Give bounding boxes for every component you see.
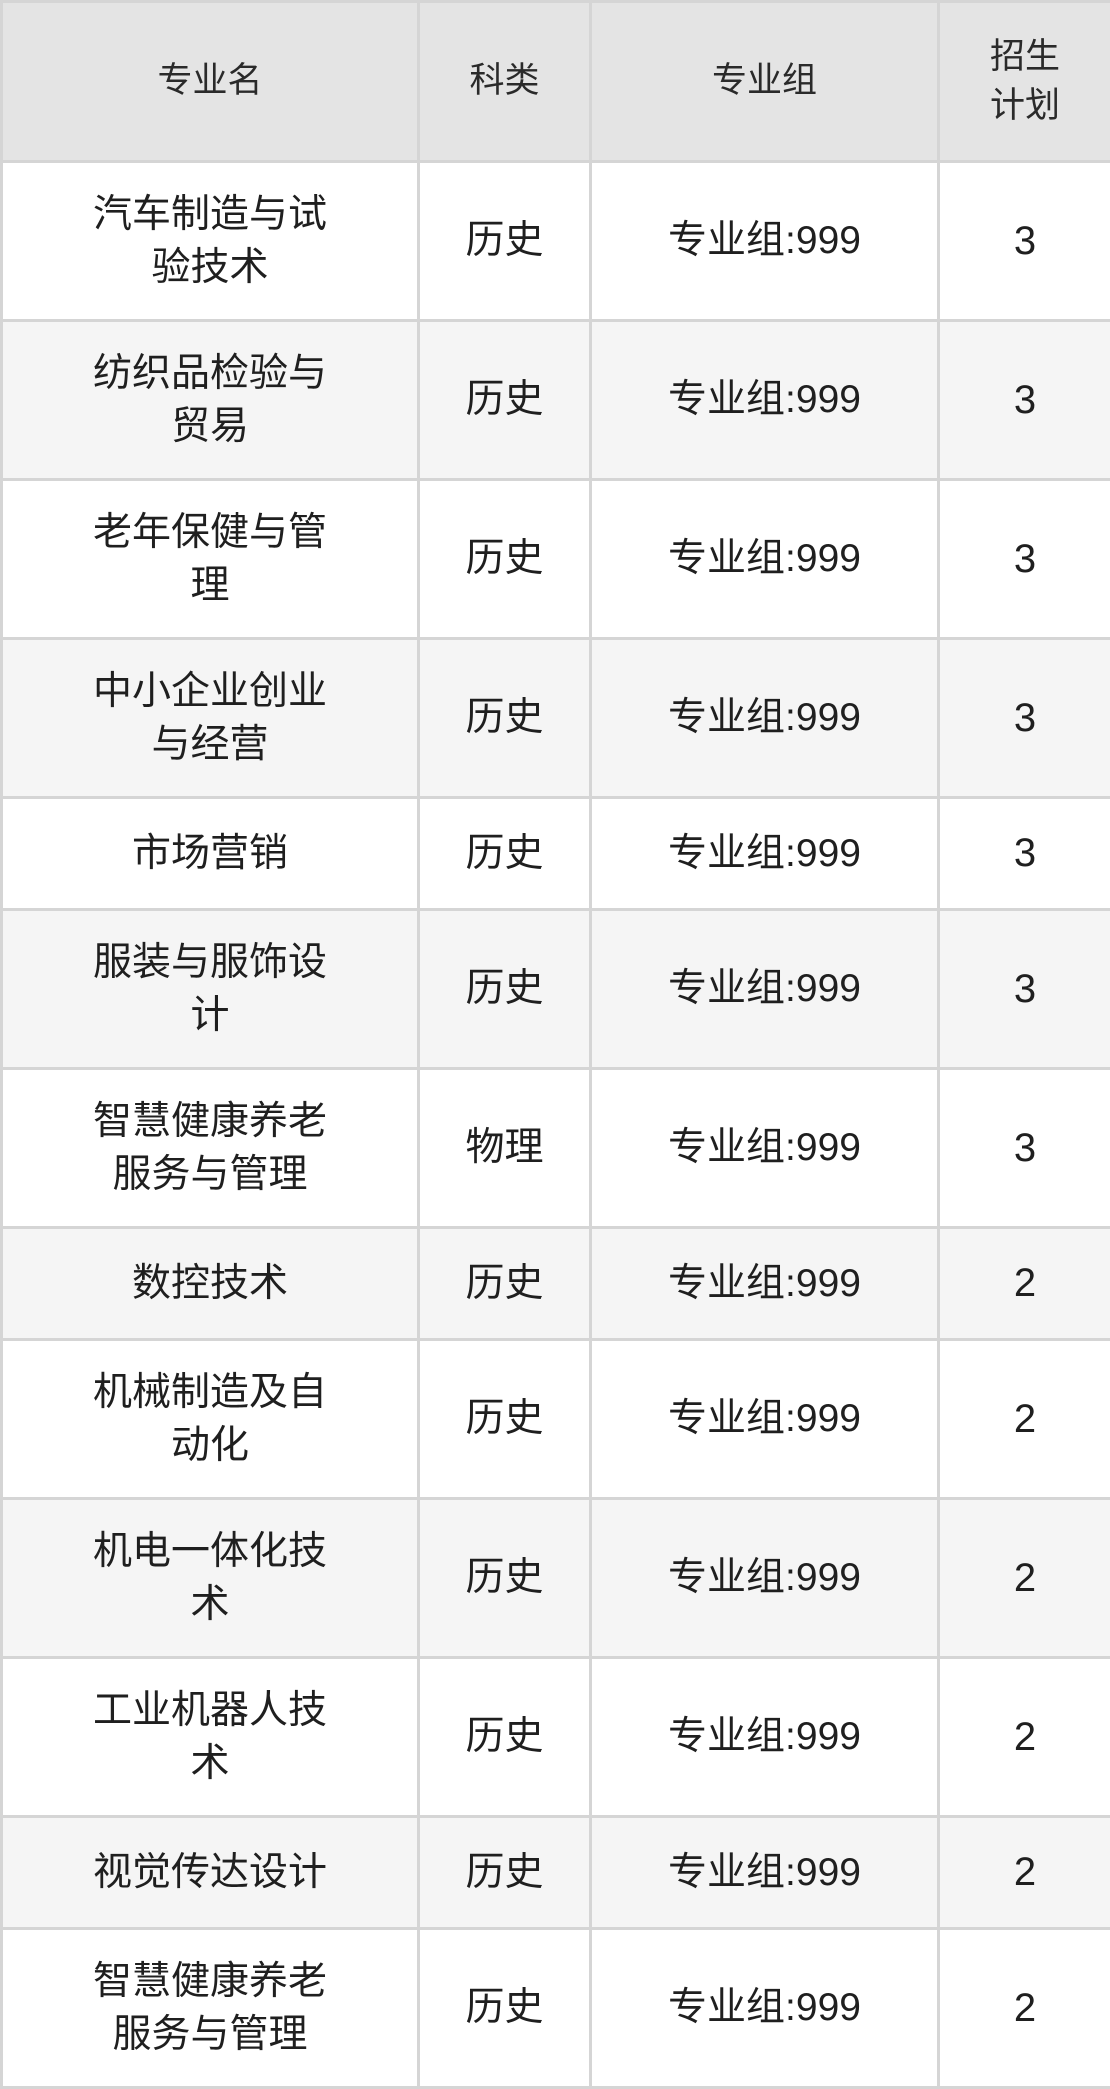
major-cell: 老年保健与管理: [2, 480, 419, 639]
group-cell: 专业组:999: [591, 1929, 939, 2088]
plan-cell: 3: [939, 639, 1110, 798]
group-cell: 专业组:999: [591, 1228, 939, 1340]
category-cell: 历史: [419, 162, 591, 321]
table-row: 智慧健康养老服务与管理 物理 专业组:999 3: [2, 1069, 1110, 1228]
table-row: 市场营销 历史 专业组:999 3: [2, 798, 1110, 910]
major-cell: 服装与服饰设计: [2, 910, 419, 1069]
plan-cell: 3: [939, 1069, 1110, 1228]
major-cell: 市场营销: [2, 798, 419, 910]
category-cell: 历史: [419, 1817, 591, 1929]
category-cell: 历史: [419, 321, 591, 480]
plan-cell: 2: [939, 1340, 1110, 1499]
category-cell: 历史: [419, 1499, 591, 1658]
category-cell: 历史: [419, 1340, 591, 1499]
group-cell: 专业组:999: [591, 321, 939, 480]
category-cell: 历史: [419, 1228, 591, 1340]
plan-cell: 2: [939, 1658, 1110, 1817]
group-cell: 专业组:999: [591, 480, 939, 639]
category-cell: 历史: [419, 798, 591, 910]
table-row: 中小企业创业与经营 历史 专业组:999 3: [2, 639, 1110, 798]
header-row: 专业名 科类 专业组 招生 计划: [2, 2, 1110, 162]
category-cell: 历史: [419, 480, 591, 639]
plan-cell: 2: [939, 1817, 1110, 1929]
plan-cell: 3: [939, 480, 1110, 639]
major-cell: 工业机器人技术: [2, 1658, 419, 1817]
major-cell: 数控技术: [2, 1228, 419, 1340]
group-cell: 专业组:999: [591, 1069, 939, 1228]
table-row: 纺织品检验与贸易 历史 专业组:999 3: [2, 321, 1110, 480]
major-cell: 智慧健康养老服务与管理: [2, 1929, 419, 2088]
category-cell: 历史: [419, 910, 591, 1069]
plan-cell: 3: [939, 910, 1110, 1069]
plan-cell: 3: [939, 798, 1110, 910]
plan-cell: 3: [939, 321, 1110, 480]
group-cell: 专业组:999: [591, 1658, 939, 1817]
major-cell: 视觉传达设计: [2, 1817, 419, 1929]
column-header-category: 科类: [419, 2, 591, 162]
table-row: 机械制造及自动化 历史 专业组:999 2: [2, 1340, 1110, 1499]
major-cell: 智慧健康养老服务与管理: [2, 1069, 419, 1228]
group-cell: 专业组:999: [591, 910, 939, 1069]
table-row: 机电一体化技术 历史 专业组:999 2: [2, 1499, 1110, 1658]
column-header-group: 专业组: [591, 2, 939, 162]
plan-cell: 2: [939, 1929, 1110, 2088]
category-cell: 历史: [419, 639, 591, 798]
major-cell: 纺织品检验与贸易: [2, 321, 419, 480]
table-row: 数控技术 历史 专业组:999 2: [2, 1228, 1110, 1340]
major-cell: 汽车制造与试验技术: [2, 162, 419, 321]
plan-cell: 2: [939, 1499, 1110, 1658]
column-header-plan-line1: 招生: [948, 33, 1102, 81]
column-header-major: 专业名: [2, 2, 419, 162]
group-cell: 专业组:999: [591, 639, 939, 798]
group-cell: 专业组:999: [591, 798, 939, 910]
table-row: 工业机器人技术 历史 专业组:999 2: [2, 1658, 1110, 1817]
plan-cell: 3: [939, 162, 1110, 321]
table-row: 老年保健与管理 历史 专业组:999 3: [2, 480, 1110, 639]
column-header-plan-line2: 计划: [948, 82, 1102, 130]
plan-cell: 2: [939, 1228, 1110, 1340]
group-cell: 专业组:999: [591, 1340, 939, 1499]
table-row: 服装与服饰设计 历史 专业组:999 3: [2, 910, 1110, 1069]
major-cell: 机械制造及自动化: [2, 1340, 419, 1499]
table-row: 视觉传达设计 历史 专业组:999 2: [2, 1817, 1110, 1929]
major-cell: 机电一体化技术: [2, 1499, 419, 1658]
group-cell: 专业组:999: [591, 1817, 939, 1929]
category-cell: 历史: [419, 1929, 591, 2088]
group-cell: 专业组:999: [591, 162, 939, 321]
table-row: 汽车制造与试验技术 历史 专业组:999 3: [2, 162, 1110, 321]
category-cell: 物理: [419, 1069, 591, 1228]
category-cell: 历史: [419, 1658, 591, 1817]
major-cell: 中小企业创业与经营: [2, 639, 419, 798]
column-header-plan: 招生 计划: [939, 2, 1110, 162]
group-cell: 专业组:999: [591, 1499, 939, 1658]
table-row: 智慧健康养老服务与管理 历史 专业组:999 2: [2, 1929, 1110, 2088]
